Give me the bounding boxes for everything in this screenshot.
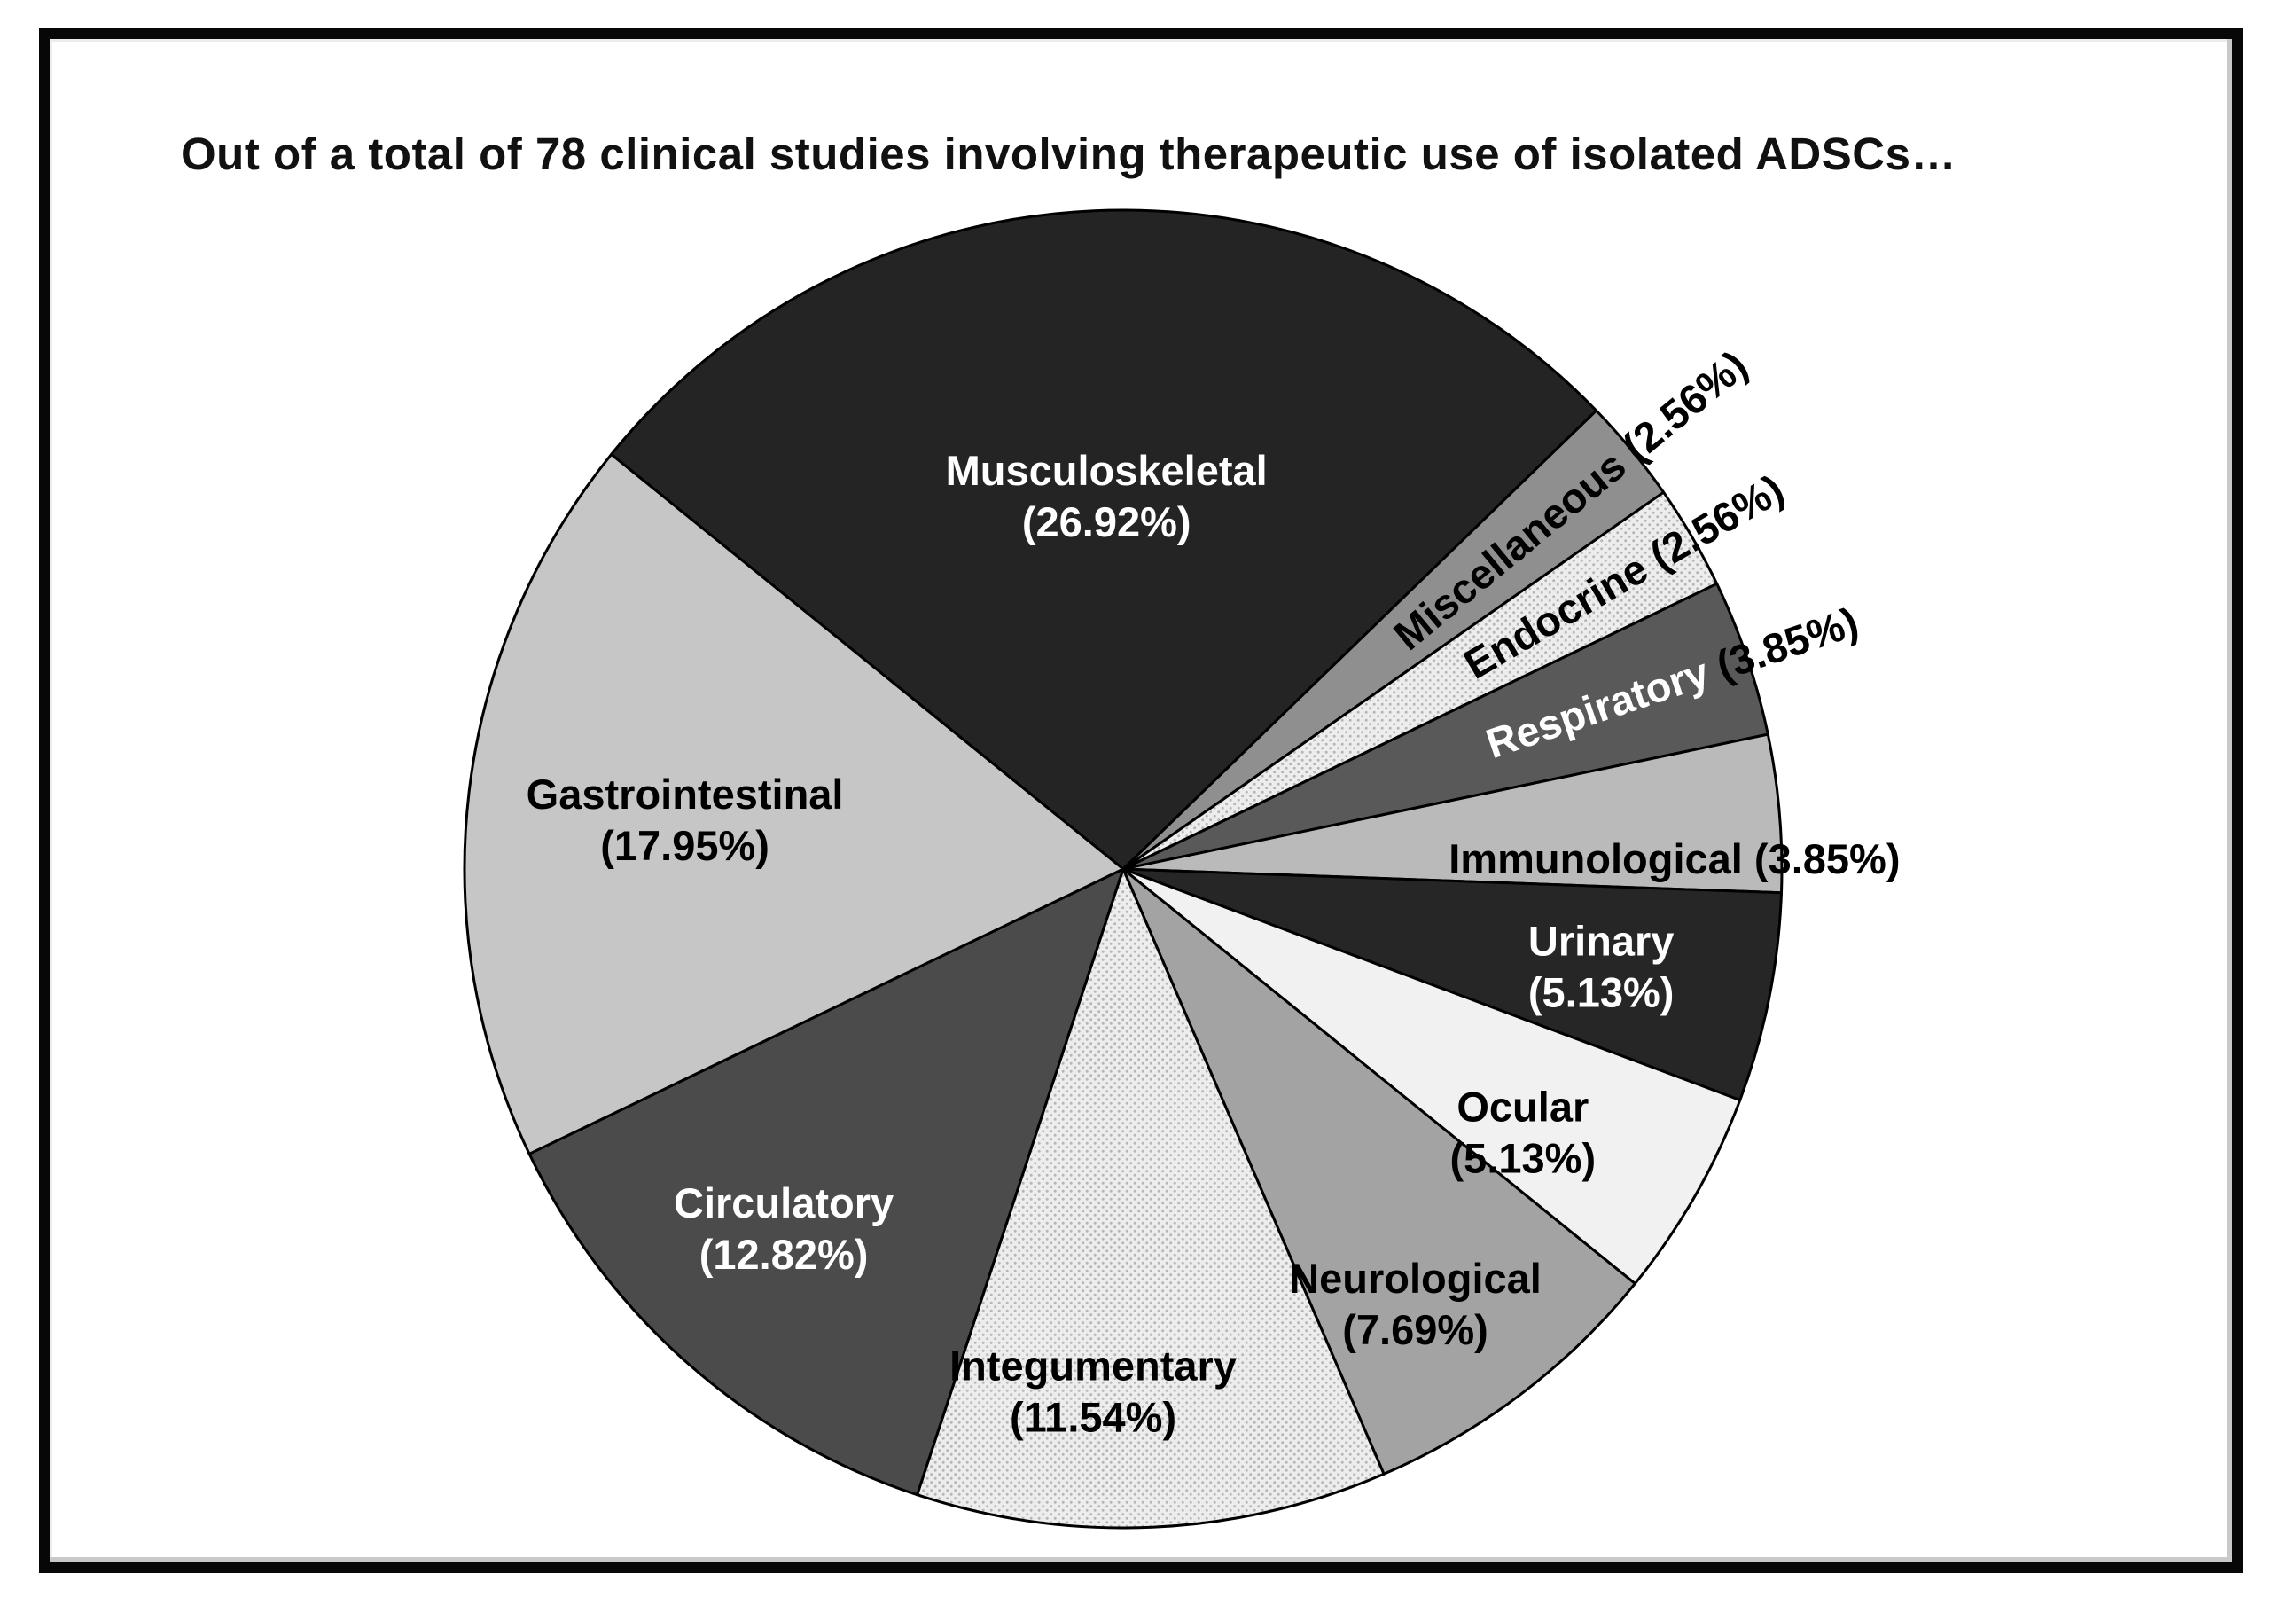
pie-slice-musculoskeletal (610, 208, 1598, 871)
pie-label-integumentary: Integumentary (949, 1342, 1237, 1389)
pie-label-gastrointestinal: Gastrointestinal (527, 771, 844, 818)
pie-label-pct-immunological: (3.85%) (1754, 835, 1901, 882)
pie-label-pct-miscellaneous: (2.56%) (1613, 341, 1756, 471)
pie-label-pct-neurological: (7.69%) (1342, 1306, 1488, 1353)
pie-slice-urinary (1121, 867, 1783, 1102)
pie-slice-gastrointestinal (463, 452, 1125, 1155)
pie-label-pct-respiratory: (3.85%) (1711, 598, 1864, 689)
pie-label-ocular: Ocular (1456, 1083, 1589, 1130)
pie-slice-circulatory (527, 867, 1125, 1497)
pie-label-circulatory: Circulatory (674, 1179, 894, 1226)
pie-label-pct-gastrointestinal: (17.95%) (600, 822, 769, 869)
pie-label-immunological: Immunological (3.85%) (1449, 835, 1900, 882)
pie-wedges (463, 208, 1784, 1530)
pie-label-pct-circulatory: (12.82%) (699, 1231, 869, 1278)
pie-slice-neurological (1121, 867, 1636, 1476)
pie-label-urinary: Urinary (1528, 918, 1675, 965)
pie-label-pct-integumentary: (11.54%) (1010, 1393, 1176, 1440)
pie-label-musculoskeletal: Musculoskeletal (946, 447, 1268, 494)
pie-label-neurological: Neurological (1289, 1255, 1542, 1302)
pie-label-pct-ocular: (5.13%) (1450, 1134, 1597, 1181)
pie-slice-integumentary (916, 867, 1386, 1530)
figure-title: Out of a total of 78 clinical studies in… (181, 129, 1956, 179)
pie-label-pct-musculoskeletal: (26.92%) (1022, 498, 1191, 545)
pie-slice-ocular (1121, 867, 1742, 1286)
pie-label-pct-urinary: (5.13%) (1528, 969, 1675, 1016)
